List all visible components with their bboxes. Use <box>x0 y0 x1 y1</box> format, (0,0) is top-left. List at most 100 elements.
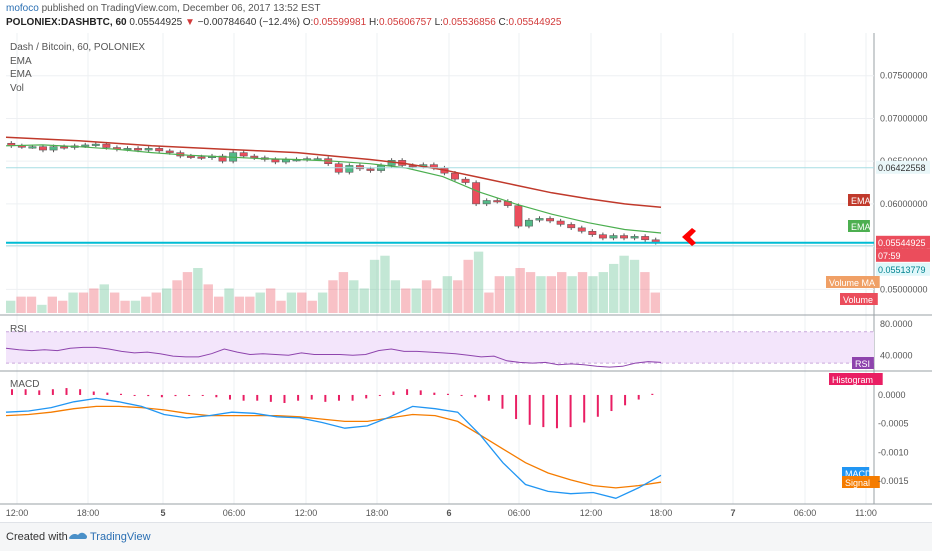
price-axis[interactable]: 0.075000000.070000000.065000000.06000000… <box>876 71 930 486</box>
macd-pane[interactable]: MACD <box>10 379 39 390</box>
volume-bar <box>193 268 203 313</box>
histogram-bar <box>51 389 54 395</box>
histogram-bar <box>596 394 599 417</box>
high-value: 0.05606757 <box>378 17 432 28</box>
macd-label: MACD <box>10 379 39 390</box>
histogram-tag-bg <box>829 373 883 385</box>
histogram-bar <box>406 389 409 395</box>
candle-body <box>366 168 375 171</box>
red-arrow-icon <box>682 228 700 246</box>
volume-bar <box>577 272 588 313</box>
author-link[interactable]: mofoco <box>6 3 39 14</box>
candle-body <box>598 234 607 239</box>
histogram-bar <box>188 394 191 396</box>
ema-slow-tag-bg <box>848 194 870 206</box>
symbol-ohlc: POLONIEX:DASHBTC, 60 0.05544925 ▼ −0.007… <box>6 17 561 28</box>
last-price-tag-bg <box>876 235 930 249</box>
histogram-bar <box>419 390 422 395</box>
histogram-bar <box>79 389 82 395</box>
horizontal-line-value-bg <box>876 160 930 174</box>
volume-bar <box>245 296 255 313</box>
volume-bar <box>338 272 349 313</box>
volume-bar <box>307 300 317 313</box>
ema-slow-tag: EMA <box>851 196 871 206</box>
volume-ma-tag: Volume MA <box>829 278 875 288</box>
histogram-bar <box>242 394 245 401</box>
volume-bar <box>68 292 78 313</box>
symbol-name[interactable]: POLONIEX:DASHBTC, 60 <box>6 17 127 28</box>
rsi-pane[interactable]: RSI <box>10 324 27 335</box>
price-pane[interactable]: Dash / Bitcoin, 60, POLONIEX EMA EMA Vol <box>10 42 145 94</box>
volume-bar <box>276 300 286 313</box>
histogram-bar <box>528 394 531 425</box>
histogram-bar <box>24 389 27 395</box>
histogram-bar <box>651 393 654 395</box>
low-value: 0.05536856 <box>442 17 496 28</box>
low-marker-value-bg <box>876 262 930 276</box>
ema-fast-tag: EMA <box>851 222 871 232</box>
macd-tick-label: 0.0000 <box>878 390 906 400</box>
candle-body <box>451 172 459 180</box>
chart-header: mofoco published on TradingView.com, Dec… <box>0 0 932 32</box>
tradingview-brand-link[interactable]: TradingView <box>90 531 151 543</box>
volume-bar <box>141 296 151 313</box>
chart-canvas[interactable]: Dash / Bitcoin, 60, POLONIEX EMA EMA Vol… <box>0 33 932 522</box>
volume-bar <box>515 268 525 313</box>
candle-body <box>609 235 618 239</box>
last-price-time: 07:59 <box>878 251 901 261</box>
histogram-bar <box>487 394 490 401</box>
candle-body <box>493 200 502 203</box>
horizontal-line-value: 0.06422558 <box>878 163 926 173</box>
histogram-bar <box>11 389 13 395</box>
time-tick-label: 12:00 <box>580 508 603 518</box>
macd-tick-label: -0.0015 <box>878 476 909 486</box>
histogram-bar <box>119 393 122 395</box>
signal-tag-bg <box>842 476 880 488</box>
macd-line <box>5 397 662 499</box>
volume-ma-tag-bg <box>826 276 880 288</box>
tradingview-logo-icon[interactable] <box>68 528 88 544</box>
ema-fast-tag-bg <box>848 220 870 232</box>
volume-bar <box>629 259 640 313</box>
rsi-label: RSI <box>10 324 27 335</box>
histogram-bar <box>92 391 95 395</box>
volume-bar <box>411 288 421 313</box>
histogram-bar <box>542 394 545 428</box>
candle-body <box>567 224 576 229</box>
time-axis[interactable]: 12:00 18:00 5 06:00 12:00 18:00 6 06:00 12:00 18:… <box>6 508 877 518</box>
volume-bar <box>130 300 141 313</box>
volume-bar <box>99 284 109 313</box>
volume-bar <box>463 259 473 313</box>
histogram-bar <box>324 394 327 402</box>
chart-grid <box>0 33 932 522</box>
volume-bar <box>317 292 328 313</box>
low-marker-value: 0.05513779 <box>878 265 926 275</box>
candle-body <box>239 152 248 157</box>
histogram-bar <box>174 394 177 397</box>
candle-body <box>28 146 37 149</box>
volume-tag: Volume <box>843 295 873 305</box>
histogram-bar <box>555 394 558 429</box>
candle-body <box>556 220 565 225</box>
volume-bar <box>546 276 557 313</box>
candle-body <box>345 165 354 173</box>
volume-bar <box>525 272 536 313</box>
volume-bar <box>473 251 484 313</box>
time-tick-label: 11:00 <box>855 508 877 518</box>
candle-body <box>39 146 47 151</box>
histogram-bar <box>65 388 68 395</box>
histogram-bar <box>378 394 381 396</box>
time-tick-label: 06:00 <box>508 508 531 518</box>
rsi-tag-bg <box>852 357 874 369</box>
footer-bar: Created with TradingView <box>0 522 932 551</box>
macd-tick-label: -0.0010 <box>878 447 909 457</box>
histogram-tag: Histogram <box>832 375 873 385</box>
candle-body <box>250 155 259 159</box>
close-value: 0.05544925 <box>508 17 562 28</box>
histogram-bar <box>365 394 368 399</box>
published-text: published on TradingView.com, December 0… <box>41 3 321 14</box>
histogram-bar <box>147 394 150 397</box>
time-tick-label: 5 <box>160 508 165 518</box>
volume-bar <box>536 276 546 313</box>
candle-body <box>588 231 597 235</box>
